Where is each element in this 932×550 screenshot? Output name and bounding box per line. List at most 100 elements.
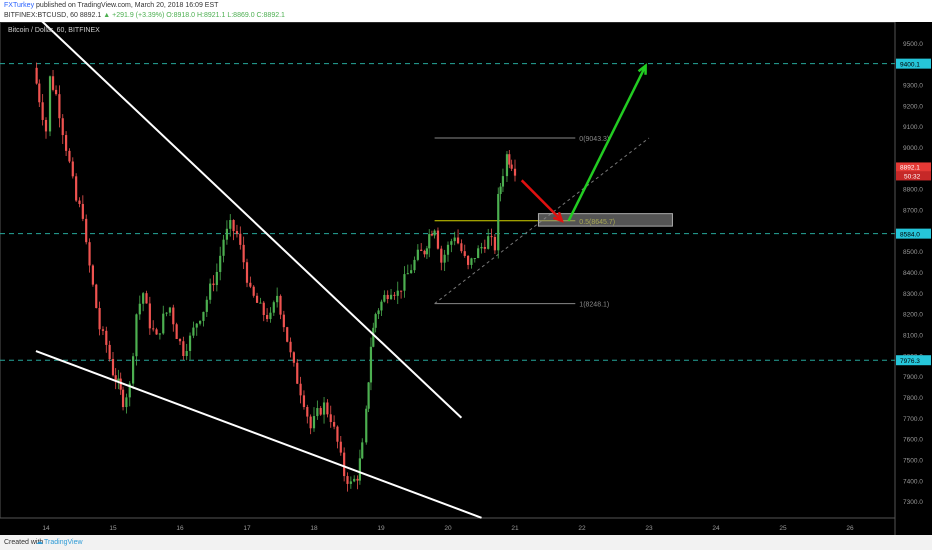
wedge-trendline [41, 22, 463, 419]
y-tick-label: 9500.0 [903, 41, 923, 48]
candle-body [78, 200, 81, 204]
candle-body [343, 452, 346, 477]
candle-body [487, 236, 490, 249]
y-tick-label: 7500.0 [903, 457, 923, 464]
candle-body [225, 228, 228, 240]
countdown-label: 50:32 [904, 173, 921, 180]
candle-body [61, 118, 64, 136]
candle-body [135, 314, 138, 357]
y-tick-label: 7600.0 [903, 437, 923, 444]
candle-body [453, 237, 456, 242]
candle-body [195, 323, 198, 328]
candle-body [339, 441, 342, 453]
buy-target-arrow-head [637, 63, 647, 75]
candle-body [497, 193, 500, 251]
candle-body [245, 262, 249, 283]
y-tick-label: 8400.0 [903, 270, 923, 277]
candle-body [513, 168, 517, 176]
candle-body [132, 356, 135, 384]
x-tick-label: 19 [377, 525, 385, 532]
x-tick-label: 20 [444, 525, 452, 532]
candle-body [319, 408, 322, 415]
candle-body [483, 247, 486, 249]
ohlc-values: O:8918.0 H:8921.1 L:8869.0 C:8892.1 [166, 12, 285, 19]
author-link[interactable]: FXTurkey [4, 2, 35, 9]
candle-body [152, 328, 155, 330]
candle-body [361, 442, 364, 459]
candle-body [158, 333, 161, 335]
x-tick-label: 21 [511, 525, 519, 532]
y-tick-label: 8500.0 [903, 249, 923, 256]
candle-body [138, 303, 141, 315]
candle-body [85, 218, 88, 243]
x-tick-label: 24 [712, 525, 720, 532]
level-price-tag [896, 355, 931, 366]
candle-body [165, 312, 168, 314]
y-tick-label: 8200.0 [903, 312, 923, 319]
tradingview-brand[interactable]: TradingView [44, 539, 83, 546]
price-chart[interactable]: 9500.09400.09300.09200.09100.09000.08900… [0, 22, 932, 535]
candle-body [229, 220, 232, 229]
candle-body [262, 302, 265, 316]
candle-body [205, 299, 208, 312]
candle-body [369, 346, 373, 383]
fib-level-label: 0(9043.3) [579, 136, 609, 143]
candle-body [505, 154, 509, 177]
candle-body [329, 414, 332, 423]
candle-body [38, 83, 41, 103]
published-text: published on TradingView.com, March 20, … [36, 2, 219, 9]
candle-body [349, 481, 352, 484]
candle-body [490, 236, 493, 238]
candle-body [117, 378, 120, 382]
candle-body [406, 273, 409, 275]
candle-body [178, 338, 182, 342]
level-price-tag [896, 58, 931, 69]
chart-header: FXTurkey published on TradingView.com, M… [0, 0, 932, 22]
candle-body [508, 154, 511, 165]
candle-body [428, 234, 431, 249]
candle-body [396, 290, 399, 296]
candle-body [358, 458, 361, 481]
candle-body [463, 251, 466, 256]
candle-body [436, 230, 440, 249]
candle-body [289, 341, 292, 353]
sell-pullback-arrow [520, 179, 563, 222]
symbol: BITFINEX:BTCUSD, 60 [4, 12, 78, 19]
last-price: 8892.1 [79, 12, 102, 19]
candle-body [336, 426, 339, 442]
candle-body [35, 67, 38, 84]
candle-body [121, 389, 125, 408]
candle-body [155, 329, 158, 335]
candle-body [255, 295, 259, 303]
buy-target-arrow [567, 65, 647, 222]
candle-body [420, 249, 423, 251]
y-tick-label: 9200.0 [903, 103, 923, 110]
candle-body [333, 422, 336, 427]
candle-body [266, 315, 269, 320]
candle-body [58, 94, 61, 119]
candle-body [108, 344, 111, 360]
chart-area[interactable]: 9500.09400.09300.09200.09100.09000.08900… [0, 22, 932, 535]
candle-body [81, 203, 84, 219]
x-tick-label: 26 [846, 525, 854, 532]
candle-body [433, 230, 436, 236]
candle-body [346, 476, 349, 484]
candle-body [309, 416, 312, 429]
candle-body [299, 383, 302, 396]
candle-body [272, 302, 275, 313]
level-price-label: 9400.1 [900, 62, 920, 69]
y-tick-label: 7400.0 [903, 478, 923, 485]
candle-body [470, 258, 473, 265]
publish-info: FXTurkey published on TradingView.com, M… [4, 2, 218, 9]
candle-body [114, 375, 117, 382]
plot-border [0, 22, 896, 519]
candle-body [209, 283, 212, 300]
candle-body [365, 408, 368, 443]
candle-body [430, 234, 434, 236]
candle-body [71, 161, 74, 177]
y-tick-label: 8300.0 [903, 291, 923, 298]
candle-body [443, 254, 446, 263]
candle-body [142, 293, 145, 304]
candle-body [98, 307, 101, 330]
candle-body [367, 382, 370, 409]
